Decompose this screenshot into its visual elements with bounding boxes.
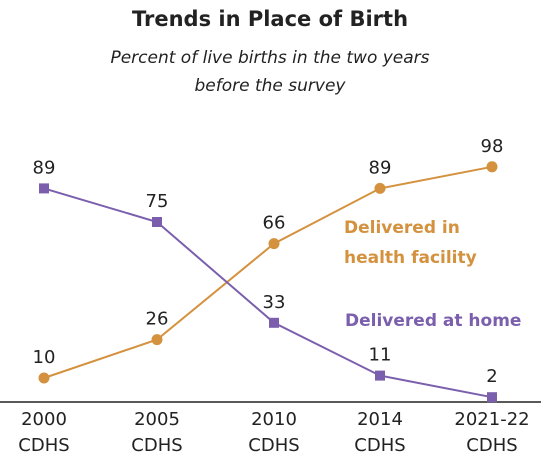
data-label: 89 — [33, 157, 56, 178]
x-tick-label: 2010 CDHS — [248, 409, 299, 456]
marker — [487, 392, 497, 403]
data-label: 33 — [263, 292, 286, 313]
x-tick-label: 2005 CDHS — [131, 409, 182, 456]
data-label: 11 — [369, 345, 392, 366]
marker — [39, 183, 49, 194]
chart-subtitle: Percent of live births in the two years b… — [110, 48, 429, 96]
data-label: 89 — [369, 157, 392, 178]
data-label: 2 — [486, 366, 497, 387]
marker — [268, 238, 280, 250]
data-label: 66 — [263, 213, 286, 234]
data-label: 75 — [146, 191, 169, 212]
marker — [151, 334, 163, 346]
marker — [374, 182, 386, 194]
series-label: Delivered at home — [345, 311, 521, 331]
marker — [375, 370, 385, 381]
chart-title: Trends in Place of Birth — [132, 7, 408, 31]
marker — [152, 217, 162, 227]
series-line — [43, 165, 493, 379]
marker — [38, 372, 50, 384]
x-tick-label: 2000 CDHS — [18, 409, 69, 456]
data-label: 26 — [146, 309, 169, 330]
data-label: 98 — [481, 136, 504, 157]
x-tick-label: 2014 CDHS — [354, 409, 405, 456]
series-label: Delivered in health facility — [344, 218, 477, 268]
marker — [486, 161, 498, 173]
x-tick-label: 2021-22 CDHS — [454, 409, 529, 456]
data-label: 10 — [33, 347, 56, 368]
marker — [269, 317, 279, 328]
